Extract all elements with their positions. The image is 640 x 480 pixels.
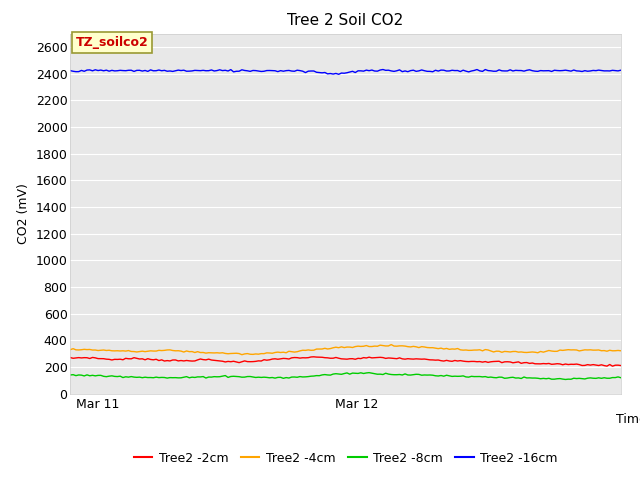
Y-axis label: CO2 (mV): CO2 (mV) xyxy=(17,183,30,244)
Legend: Tree2 -2cm, Tree2 -4cm, Tree2 -8cm, Tree2 -16cm: Tree2 -2cm, Tree2 -4cm, Tree2 -8cm, Tree… xyxy=(129,447,563,469)
Text: TZ_soilco2: TZ_soilco2 xyxy=(76,36,148,49)
Title: Tree 2 Soil CO2: Tree 2 Soil CO2 xyxy=(287,13,404,28)
X-axis label: Time: Time xyxy=(616,413,640,426)
